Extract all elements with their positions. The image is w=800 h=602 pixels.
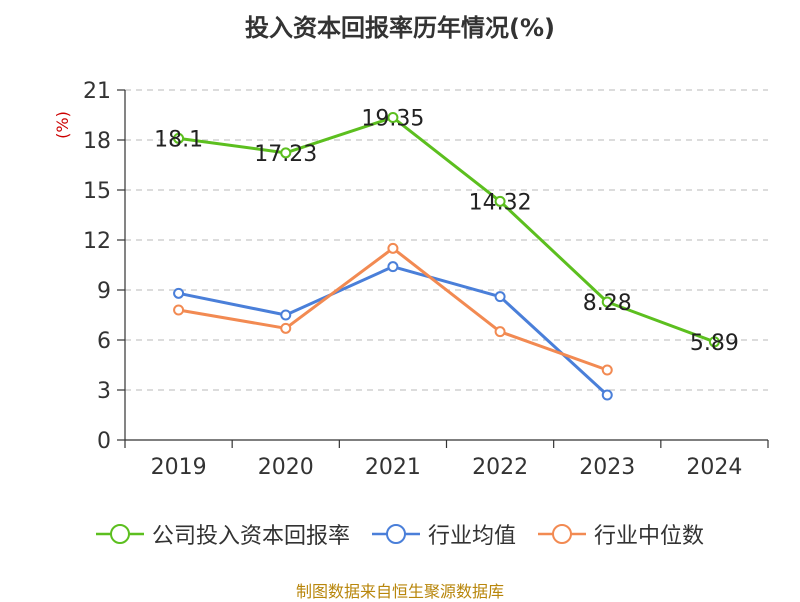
data-point (280, 322, 292, 334)
legend-marker-green (95, 524, 144, 544)
legend-marker-orange (538, 524, 586, 544)
y-tick-label: 21 (83, 79, 111, 104)
data-point (387, 242, 399, 254)
data-label: 8.28 (583, 291, 632, 316)
axes: 0 3 6 9 12 15 18 21 2019 2020 2021 2022 2023 2024 (83, 79, 769, 480)
data-point (387, 112, 399, 123)
x-tick-label: 2020 (258, 455, 314, 480)
data-point (494, 291, 506, 303)
legend-item-company-roic[interactable]: 公司投入资本回报率 (95, 518, 350, 550)
data-point (708, 336, 720, 348)
legend-item-industry-mean[interactable]: 行业均值 (371, 518, 516, 550)
series-line-0 (178, 116, 715, 344)
data-point (173, 132, 185, 144)
data-label: 19.35 (361, 107, 424, 132)
legend-label: 行业中位数 (594, 524, 705, 549)
data-point (601, 389, 613, 401)
x-tick-label: 2024 (686, 455, 742, 480)
data-point (601, 296, 613, 308)
legend-label: 公司投入资本回报率 (151, 524, 350, 549)
legend-label: 行业均值 (427, 524, 516, 549)
data-point (280, 309, 292, 321)
data-point (494, 195, 506, 207)
data-label: 5.89 (690, 331, 739, 356)
y-tick-label: 9 (97, 279, 111, 304)
y-tick-label: 12 (83, 229, 111, 254)
legend: 公司投入资本回报率 行业均值 行业中位数 (0, 518, 800, 550)
x-tick-label: 2023 (579, 455, 635, 480)
y-tick-label: 0 (97, 429, 111, 454)
data-label: 17.23 (254, 142, 317, 167)
series-lines (173, 112, 720, 401)
legend-marker-blue (371, 524, 420, 544)
legend-item-industry-median[interactable]: 行业中位数 (538, 518, 704, 550)
y-axis-unit-label: (%) (53, 111, 72, 139)
data-label: 18.1 (154, 127, 203, 152)
data-labels: 18.1 17.23 19.35 14.32 8.28 5.89 (154, 107, 739, 356)
x-tick-label: 2019 (151, 455, 207, 480)
x-tick-label: 2021 (365, 455, 421, 480)
y-tick-label: 18 (83, 129, 111, 154)
y-tick-label: 6 (97, 329, 111, 354)
series-line-1 (178, 265, 609, 397)
data-label: 14.32 (469, 190, 532, 215)
data-point (173, 304, 185, 316)
y-tick-label: 3 (97, 379, 111, 404)
data-point (494, 326, 506, 338)
y-tick-label: 15 (83, 179, 111, 204)
data-point (601, 364, 613, 376)
data-source-footer: 制图数据来自恒生聚源数据库 (295, 582, 504, 601)
data-point (387, 261, 399, 273)
gridlines (125, 89, 768, 391)
x-tick-label: 2022 (472, 455, 528, 480)
chart-title: 投入资本回报率历年情况(%) (245, 14, 555, 42)
data-point (280, 147, 292, 159)
data-point (173, 287, 185, 299)
